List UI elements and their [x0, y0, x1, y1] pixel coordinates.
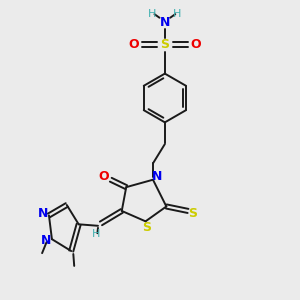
Text: S: S: [189, 207, 198, 220]
Text: N: N: [160, 16, 170, 29]
Text: N: N: [38, 207, 48, 220]
Text: O: O: [99, 170, 109, 183]
Text: H: H: [92, 229, 101, 239]
Text: H: H: [173, 9, 182, 19]
Text: O: O: [128, 38, 139, 51]
Text: O: O: [191, 38, 201, 51]
Text: N: N: [41, 234, 51, 247]
Text: N: N: [152, 170, 163, 183]
Text: S: S: [142, 221, 152, 234]
Text: H: H: [148, 9, 157, 19]
Text: S: S: [160, 38, 169, 51]
